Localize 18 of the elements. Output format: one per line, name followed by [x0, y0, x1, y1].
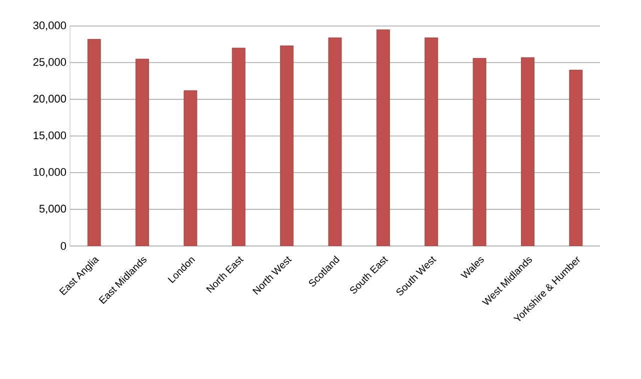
bar — [521, 57, 534, 246]
bar — [569, 70, 583, 246]
y-tick-label: 15,000 — [34, 131, 66, 141]
bar — [184, 90, 198, 246]
y-tick-label: 20,000 — [33, 94, 66, 104]
y-tick-label: 30,000 — [33, 21, 66, 31]
y-tick-label: 0 — [60, 242, 66, 250]
bar — [328, 38, 342, 246]
bar — [424, 38, 438, 246]
bar — [376, 29, 390, 246]
y-tick-label: 25,000 — [33, 58, 66, 68]
bar — [280, 46, 294, 246]
y-tick-label: 10,000 — [34, 168, 66, 178]
bar — [472, 58, 486, 246]
bar — [136, 58, 149, 246]
y-tick-label: 5,000 — [39, 204, 66, 214]
bar — [87, 38, 101, 246]
bar — [232, 48, 246, 246]
